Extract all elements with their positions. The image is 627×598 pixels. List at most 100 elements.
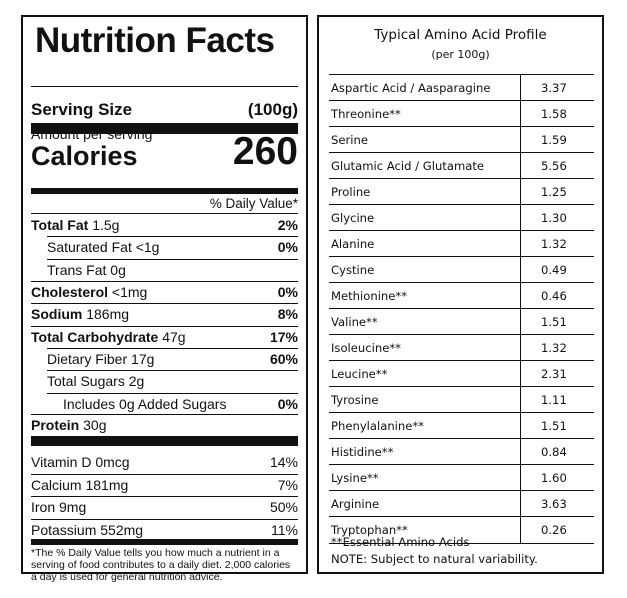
daily-value-footnote: *The % Daily Value tells you how much a … bbox=[31, 547, 291, 583]
row-divider bbox=[31, 519, 298, 520]
nutrient-amount: 1.5g bbox=[92, 217, 120, 233]
nutrient-row: Includes 0g Added Sugars 0% bbox=[31, 393, 298, 415]
row-divider bbox=[329, 126, 594, 127]
amino-acid-row: Alanine 1.32 bbox=[329, 231, 594, 257]
amino-acid-value: 1.25 bbox=[541, 185, 567, 199]
row-divider bbox=[329, 178, 594, 179]
row-divider bbox=[329, 282, 594, 283]
amino-profile-title: Typical Amino Acid Profile bbox=[374, 27, 547, 43]
vitamin-name: Vitamin D bbox=[31, 454, 92, 470]
amino-acid-row: Lysine** 1.60 bbox=[329, 465, 594, 491]
nutrient-name: Cholesterol bbox=[31, 284, 109, 300]
amino-acid-row: Glutamic Acid / Glutamate 5.56 bbox=[329, 153, 594, 179]
amino-acid-value: 0.46 bbox=[541, 289, 567, 303]
amino-acid-name: Valine** bbox=[331, 315, 378, 329]
amino-acid-row: Histidine** 0.84 bbox=[329, 439, 594, 465]
amino-acid-name: Leucine** bbox=[331, 367, 388, 381]
row-divider bbox=[329, 100, 594, 101]
nutrient-amount: 186mg bbox=[86, 306, 130, 322]
amino-acid-value: 1.51 bbox=[541, 419, 567, 433]
nutrient-row: Total Carbohydrate 47g 17% bbox=[31, 326, 298, 348]
amino-acid-value: 1.11 bbox=[541, 393, 567, 407]
thick-divider bbox=[31, 436, 298, 446]
amino-acid-name: Phenylalanine** bbox=[331, 419, 424, 433]
row-divider bbox=[329, 464, 594, 465]
amino-acid-row: Tryptophan** 0.26 bbox=[329, 517, 594, 543]
amino-acid-name: Cystine bbox=[331, 263, 375, 277]
nutrient-name: Protein bbox=[31, 417, 80, 433]
nutrient-amount: <1mg bbox=[111, 284, 148, 300]
vitamin-row: Potassium 552mg 11% bbox=[31, 519, 298, 541]
amino-acid-row: Glycine 1.30 bbox=[329, 205, 594, 231]
serving-size-value: (100g) bbox=[247, 100, 298, 119]
serving-size-label: Serving Size bbox=[31, 100, 133, 119]
row-divider bbox=[329, 360, 594, 361]
medium-divider bbox=[31, 539, 298, 545]
amino-acid-value: 2.31 bbox=[541, 367, 567, 381]
vitamin-amount: 9mg bbox=[59, 499, 87, 515]
row-divider bbox=[47, 370, 298, 371]
row-divider bbox=[329, 308, 594, 309]
nutrient-amount: 0g bbox=[110, 262, 126, 278]
row-divider bbox=[47, 259, 298, 260]
nutrient-name: Trans Fat bbox=[47, 262, 107, 278]
amino-acid-value: 0.26 bbox=[541, 523, 567, 537]
amino-acid-row: Arginine 3.63 bbox=[329, 491, 594, 517]
nutrient-name: Total Carbohydrate bbox=[31, 329, 159, 345]
amino-acid-row: Threonine** 1.58 bbox=[329, 101, 594, 127]
nutrient-amount: 47g bbox=[162, 329, 186, 345]
vitamin-daily-value: 11% bbox=[271, 522, 298, 538]
amino-acid-name: Serine bbox=[331, 133, 368, 147]
nutrient-daily-value: 0% bbox=[277, 284, 298, 300]
amino-acid-name: Arginine bbox=[331, 497, 380, 511]
amino-acid-name: Methionine** bbox=[331, 289, 407, 303]
row-divider bbox=[31, 496, 298, 497]
amino-acid-value: 3.63 bbox=[541, 497, 567, 511]
row-divider bbox=[31, 414, 298, 415]
calories-value: 260 bbox=[232, 130, 298, 173]
vitamin-daily-value: 7% bbox=[277, 477, 298, 493]
amino-acid-row: Proline 1.25 bbox=[329, 179, 594, 205]
nutrient-row: Saturated Fat <1g 0% bbox=[31, 236, 298, 258]
amino-acid-row: Leucine** 2.31 bbox=[329, 361, 594, 387]
nutrient-name: Sodium bbox=[31, 306, 83, 322]
amino-acid-panel: Typical Amino Acid Profile (per 100g) As… bbox=[317, 15, 604, 574]
row-divider bbox=[329, 256, 594, 257]
amino-acid-value: 1.60 bbox=[541, 471, 567, 485]
amino-acid-value: 1.32 bbox=[541, 237, 567, 251]
vitamin-amount: 0mcg bbox=[95, 454, 130, 470]
amino-acid-value: 1.59 bbox=[541, 133, 567, 147]
divider bbox=[31, 86, 298, 87]
vitamin-row: Iron 9mg 50% bbox=[31, 496, 298, 518]
amino-acid-name: Glycine bbox=[331, 211, 375, 225]
amino-acid-name: Tyrosine bbox=[331, 393, 379, 407]
amino-acid-name: Glutamic Acid / Glutamate bbox=[331, 159, 485, 173]
row-divider bbox=[329, 334, 594, 335]
amino-acid-value: 1.32 bbox=[541, 341, 567, 355]
row-divider bbox=[47, 393, 298, 394]
nutrient-name: Total Fat bbox=[31, 217, 89, 233]
amino-acid-row: Serine 1.59 bbox=[329, 127, 594, 153]
row-divider bbox=[329, 412, 594, 413]
variability-note: NOTE: Subject to natural variability. bbox=[331, 552, 538, 566]
nutrient-daily-value: 0% bbox=[277, 239, 298, 255]
amino-acid-value: 0.84 bbox=[541, 445, 567, 459]
row-divider bbox=[329, 438, 594, 439]
medium-divider bbox=[31, 188, 298, 194]
essential-note: **Essential Amino Acids bbox=[331, 535, 470, 549]
daily-value-header: % Daily Value* bbox=[209, 196, 298, 211]
nutrient-name: Dietary Fiber bbox=[47, 351, 128, 367]
amino-acid-name: Aspartic Acid / Aasparagine bbox=[331, 81, 491, 95]
nutrient-name: Total Sugars bbox=[47, 373, 125, 389]
nutrient-row: Sodium 186mg 8% bbox=[31, 303, 298, 325]
nutrition-facts-title: Nutrition Facts bbox=[35, 21, 275, 60]
nutrient-daily-value: 60% bbox=[269, 351, 298, 367]
nutrient-row: Trans Fat 0g bbox=[31, 259, 298, 281]
thick-divider bbox=[31, 123, 298, 134]
row-divider bbox=[31, 281, 298, 282]
nutrient-name: Includes 0g Added Sugars bbox=[63, 396, 227, 412]
vitamin-row: Vitamin D 0mcg 14% bbox=[31, 451, 298, 473]
row-divider bbox=[329, 204, 594, 205]
row-divider bbox=[329, 490, 594, 491]
amino-acid-table: Aspartic Acid / Aasparagine 3.37 Threonine… bbox=[329, 74, 594, 544]
